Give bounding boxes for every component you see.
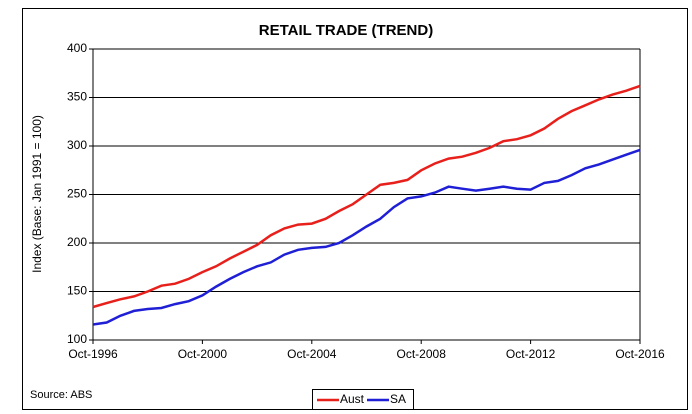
- legend-label: Aust: [340, 392, 365, 406]
- x-tick-label: Oct-2008: [397, 347, 447, 361]
- y-tick-label: 350: [67, 90, 87, 104]
- y-tick-label: 250: [67, 187, 87, 201]
- y-tick-label: 100: [67, 332, 87, 346]
- source-note: Source: ABS: [30, 389, 92, 401]
- legend-box: [312, 389, 414, 410]
- y-axis-label: Index (Base: Jan 1991 = 100): [30, 115, 44, 273]
- x-tick-label: Oct-2004: [287, 347, 337, 361]
- legend-label: SA: [390, 392, 406, 406]
- y-tick-label: 300: [67, 138, 87, 152]
- line-series: [92, 148, 641, 326]
- x-tick-label: Oct-2012: [506, 347, 556, 361]
- y-tick-label: 150: [67, 284, 87, 298]
- chart-frame: [22, 8, 688, 410]
- y-tick-label: 400: [67, 41, 87, 55]
- x-tick-label: Oct-2016: [615, 347, 665, 361]
- y-tick-label: 200: [67, 235, 87, 249]
- x-tick-label: Oct-1996: [68, 347, 118, 361]
- line-series: [92, 84, 641, 309]
- chart-title: RETAIL TRADE (TREND): [259, 22, 433, 39]
- x-tick-label: Oct-2000: [178, 347, 228, 361]
